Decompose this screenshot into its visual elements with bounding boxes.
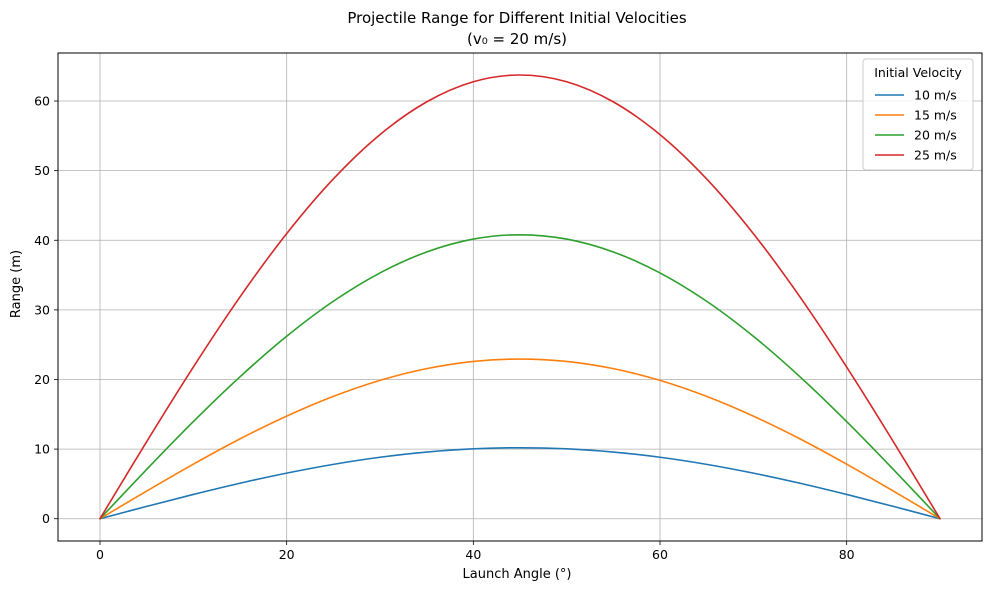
x-tick-label: 60 — [652, 547, 668, 562]
x-tick-label: 20 — [279, 547, 295, 562]
legend-label: 10 m/s — [914, 88, 957, 103]
legend-label: 20 m/s — [914, 128, 957, 143]
x-tick-label: 0 — [96, 547, 104, 562]
series-lines — [99, 74, 941, 520]
y-tick-label: 10 — [34, 442, 50, 457]
legend-label: 25 m/s — [914, 148, 957, 163]
axis-ticks: 0 20 40 60 80 0 10 20 30 40 50 60 — [34, 94, 855, 562]
series-line-3 — [99, 233, 941, 520]
y-tick-label: 60 — [34, 94, 50, 109]
chart-subtitle: (v₀ = 20 m/s) — [467, 30, 567, 48]
legend-label: 15 m/s — [914, 108, 957, 123]
legend: Initial Velocity 10 m/s 15 m/s 20 m/s 25 m/… — [862, 58, 974, 171]
series-line-1 — [99, 446, 941, 520]
grid — [58, 53, 982, 541]
y-tick-label: 50 — [34, 163, 50, 178]
series-line-2 — [99, 358, 941, 520]
x-tick-label: 80 — [839, 547, 855, 562]
plot-frame — [57, 52, 983, 542]
x-tick-label: 40 — [465, 547, 481, 562]
chart-title: Projectile Range for Different Initial V… — [347, 9, 686, 27]
y-tick-label: 0 — [42, 511, 50, 526]
y-axis-label: Range (m) — [9, 250, 24, 318]
y-tick-label: 40 — [34, 233, 50, 248]
y-tick-label: 20 — [34, 372, 50, 387]
series-line-4 — [99, 74, 941, 520]
x-axis-label: Launch Angle (°) — [463, 567, 572, 582]
y-tick-label: 30 — [34, 302, 50, 317]
legend-box — [862, 58, 974, 171]
legend-title: Initial Velocity — [874, 65, 962, 80]
